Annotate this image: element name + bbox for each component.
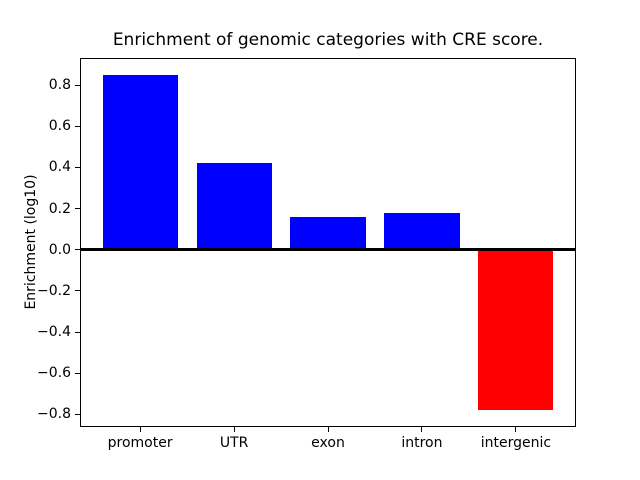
- y-tick-label: −0.6: [37, 365, 71, 382]
- y-tick: [75, 413, 80, 415]
- x-tick: [139, 427, 141, 432]
- x-tick-label-promoter: promoter: [107, 435, 173, 451]
- x-tick-label-intergenic: intergenic: [480, 435, 552, 451]
- x-tick: [515, 427, 517, 432]
- y-tick: [75, 166, 80, 168]
- y-tick-label: −0.2: [37, 282, 71, 299]
- y-tick-label: 0.8: [48, 77, 71, 94]
- x-tick: [327, 427, 329, 432]
- bar-UTR: [196, 163, 272, 250]
- y-tick: [75, 208, 80, 210]
- y-tick: [75, 290, 80, 292]
- x-tick-label-UTR: UTR: [219, 435, 249, 451]
- chart-title: Enrichment of genomic categories with CR…: [112, 30, 544, 50]
- x-tick-label-exon: exon: [311, 435, 345, 451]
- y-tick: [75, 331, 80, 333]
- y-tick: [75, 249, 80, 251]
- y-tick-label: −0.4: [37, 324, 71, 340]
- bar-exon: [290, 216, 366, 250]
- bar-promoter: [102, 74, 178, 250]
- y-tick: [75, 372, 80, 374]
- y-tick: [75, 84, 80, 86]
- y-tick-label: 0.6: [48, 118, 71, 135]
- y-axis-label: Enrichment (log10): [23, 174, 39, 310]
- x-tick-label-intron: intron: [401, 435, 443, 451]
- x-tick: [421, 427, 423, 432]
- zero-baseline: [80, 248, 576, 252]
- y-tick: [75, 125, 80, 127]
- y-tick-label: −0.8: [37, 406, 71, 423]
- x-tick: [233, 427, 235, 432]
- bar-intron: [384, 212, 460, 250]
- bar-intergenic: [478, 249, 554, 411]
- y-tick-label: 0.2: [48, 200, 71, 217]
- y-tick-label: 0.0: [48, 241, 71, 258]
- y-tick-label: 0.4: [48, 159, 71, 176]
